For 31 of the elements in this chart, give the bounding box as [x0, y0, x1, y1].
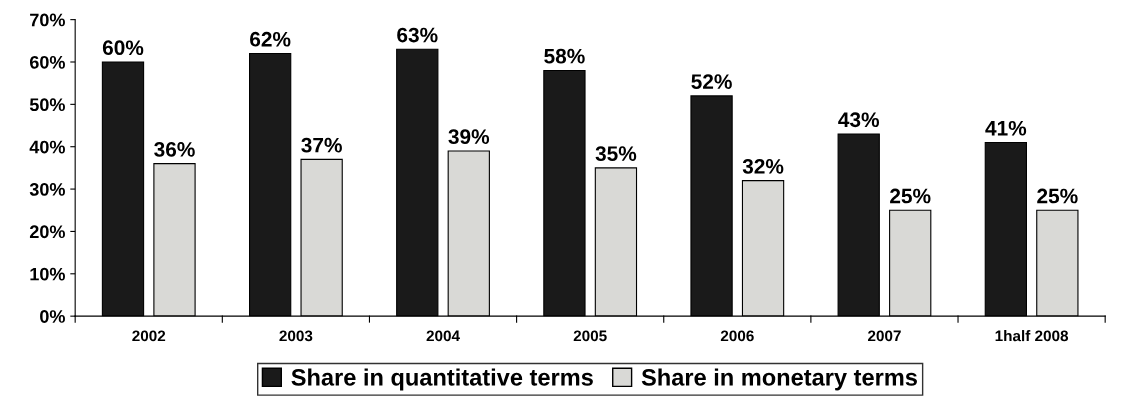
legend-label: Share in quantitative terms — [291, 368, 593, 391]
y-tick-label: 0% — [40, 310, 65, 323]
data-label: 43% — [838, 112, 880, 128]
x-tick-label: 2003 — [279, 330, 313, 342]
x-tick-label: 2004 — [426, 330, 460, 342]
y-tick-label: 50% — [29, 98, 65, 112]
data-label: 35% — [595, 146, 637, 162]
data-label: 63% — [397, 27, 438, 43]
data-label: 62% — [250, 31, 291, 47]
y-tick-label: 70% — [30, 13, 65, 27]
y-tick-label: 40% — [29, 140, 65, 154]
x-tick-label: 2005 — [573, 330, 607, 342]
y-tick-label: 60% — [29, 55, 65, 69]
data-label: 36% — [154, 142, 195, 157]
data-label: 25% — [1037, 188, 1078, 204]
data-label: 39% — [448, 129, 490, 145]
x-tick-label: 2006 — [720, 330, 754, 342]
y-tick-label: 10% — [30, 267, 65, 281]
data-label: 58% — [544, 48, 585, 64]
x-tick-label: 2007 — [867, 330, 901, 342]
data-label: 32% — [742, 158, 784, 174]
data-label: 37% — [301, 137, 342, 153]
data-label: 52% — [691, 74, 732, 89]
legend-label: Share in monetary terms — [641, 368, 917, 391]
data-label: 60% — [102, 40, 144, 56]
y-tick-label: 20% — [29, 225, 65, 239]
x-tick-label: 1half 2008 — [995, 330, 1069, 342]
y-tick-label: 30% — [29, 183, 65, 196]
x-tick-label: 2002 — [132, 330, 166, 342]
data-label: 25% — [890, 188, 931, 204]
data-label: 41% — [985, 120, 1027, 136]
